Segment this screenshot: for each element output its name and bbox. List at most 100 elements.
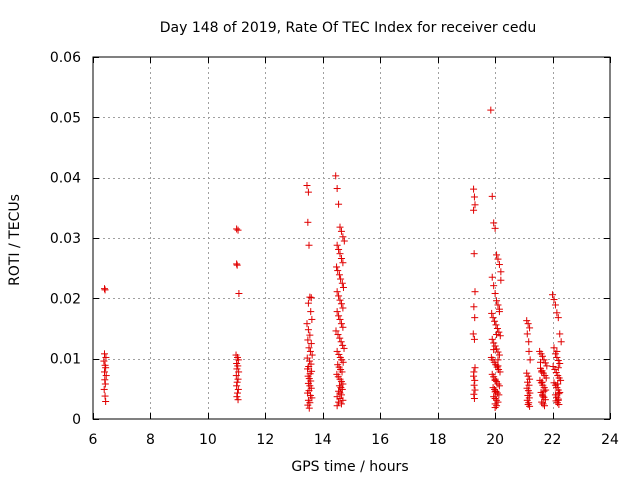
data-point <box>552 369 560 377</box>
data-point <box>489 314 497 322</box>
data-point <box>541 396 549 404</box>
data-point <box>491 388 499 396</box>
data-point <box>338 279 346 287</box>
data-point <box>335 312 343 320</box>
data-point <box>338 385 346 393</box>
x-tick-label: 8 <box>146 432 155 448</box>
data-point <box>470 206 478 214</box>
x-tick-label: 12 <box>256 432 274 448</box>
data-point <box>551 366 559 374</box>
data-point <box>553 347 561 355</box>
data-point <box>491 342 499 350</box>
data-point <box>335 382 343 390</box>
data-point <box>233 261 241 269</box>
data-point <box>332 327 340 335</box>
data-point <box>337 255 345 263</box>
data-point <box>526 324 534 332</box>
data-point <box>340 344 348 352</box>
data-point <box>542 386 550 394</box>
data-point <box>489 384 497 392</box>
data-point <box>470 303 478 311</box>
data-point <box>493 331 501 339</box>
data-point <box>234 226 242 234</box>
x-tick-label: 6 <box>89 432 98 448</box>
data-point <box>495 261 503 269</box>
data-point <box>339 233 347 241</box>
data-point <box>493 325 501 332</box>
data-point <box>303 182 311 190</box>
data-point <box>554 364 562 372</box>
tick-labels: 6 8 10 12 14 16 18 20 22 24 0 0.01 0.02 0.03 0.04 0.05 0… <box>50 50 619 448</box>
data-point <box>543 362 551 370</box>
data-point <box>524 378 532 386</box>
data-point <box>100 285 108 293</box>
data-point <box>539 400 547 408</box>
data-point <box>234 356 242 364</box>
data-point <box>335 350 343 358</box>
y-tick-label: 0.03 <box>50 231 81 247</box>
x-tick-label: 10 <box>199 432 217 448</box>
data-point <box>304 401 312 409</box>
data-point <box>305 241 313 249</box>
data-point <box>335 387 343 395</box>
data-point <box>550 296 558 304</box>
data-point <box>334 267 342 275</box>
data-point <box>101 392 109 400</box>
data-point <box>333 241 341 249</box>
data-point <box>550 344 558 352</box>
data-point <box>526 356 534 364</box>
data-point <box>497 276 505 284</box>
data-point <box>339 304 347 312</box>
data-point <box>340 237 348 245</box>
data-point <box>338 368 346 376</box>
data-point <box>488 335 496 343</box>
data-point <box>495 382 503 390</box>
data-point <box>488 192 496 200</box>
axis-ticks <box>93 57 611 420</box>
data-point <box>333 393 341 401</box>
data-point <box>305 344 313 352</box>
data-point <box>308 315 316 323</box>
data-point <box>525 338 533 346</box>
data-point <box>307 340 315 348</box>
data-point <box>470 394 478 402</box>
data-point <box>470 193 478 201</box>
data-point <box>102 353 110 361</box>
data-point <box>234 385 242 393</box>
data-point <box>336 334 344 342</box>
data-point <box>495 351 503 359</box>
x-axis-label: GPS time / hours <box>291 459 408 475</box>
data-point <box>335 200 343 208</box>
y-tick-label: 0 <box>72 412 81 428</box>
data-point <box>491 317 499 325</box>
data-point <box>339 396 347 404</box>
data-point <box>470 372 478 380</box>
data-points <box>100 106 565 412</box>
data-point <box>304 326 312 334</box>
data-point <box>539 392 547 400</box>
data-point <box>305 404 313 412</box>
y-tick-label: 0.05 <box>50 110 81 126</box>
data-point <box>335 398 343 406</box>
data-point <box>307 294 315 302</box>
data-point <box>470 185 478 193</box>
x-tick-label: 16 <box>371 432 389 448</box>
data-point <box>523 317 531 325</box>
data-point <box>493 345 501 353</box>
data-point <box>554 356 562 364</box>
data-point <box>100 357 108 365</box>
data-point <box>334 331 342 339</box>
data-point <box>335 245 343 253</box>
data-point <box>102 364 110 372</box>
data-point <box>308 351 316 359</box>
data-point <box>337 384 345 392</box>
data-point <box>333 185 341 193</box>
x-tick-label: 20 <box>486 432 504 448</box>
data-point <box>490 282 498 290</box>
data-point <box>556 388 564 396</box>
data-point <box>337 400 345 408</box>
data-point <box>553 353 561 361</box>
data-point <box>490 219 498 227</box>
